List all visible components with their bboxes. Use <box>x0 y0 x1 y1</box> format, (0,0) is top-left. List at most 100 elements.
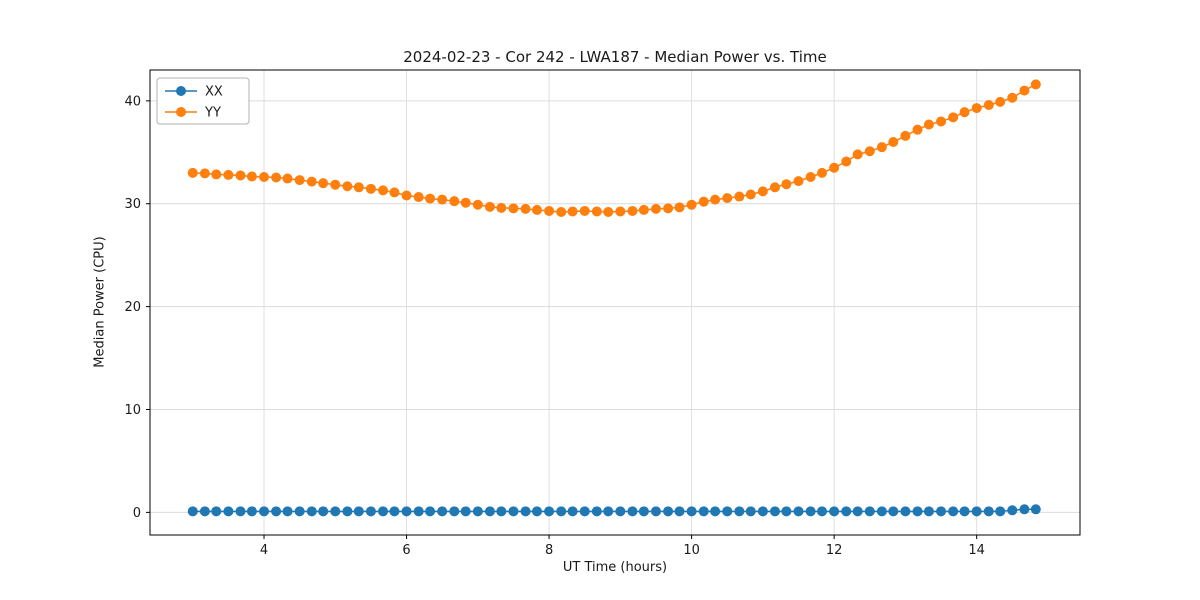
series-marker-XX <box>556 506 567 517</box>
series-marker-XX <box>698 506 709 517</box>
series-marker-YY <box>912 124 923 135</box>
series-marker-YY <box>948 112 959 123</box>
series-marker-XX <box>817 506 828 517</box>
series-marker-YY <box>567 206 578 217</box>
series-marker-XX <box>923 506 934 517</box>
series-marker-XX <box>674 506 685 517</box>
series-marker-XX <box>591 506 602 517</box>
series-marker-YY <box>686 199 697 210</box>
series-marker-XX <box>460 506 471 517</box>
series-marker-XX <box>531 506 542 517</box>
series-marker-XX <box>663 506 674 517</box>
series-marker-XX <box>579 506 590 517</box>
series-marker-XX <box>650 506 661 517</box>
series-marker-YY <box>496 202 507 213</box>
series-marker-XX <box>638 506 649 517</box>
series-marker-XX <box>900 506 911 517</box>
series-marker-XX <box>342 506 353 517</box>
legend-marker-XX <box>176 86 186 96</box>
series-marker-XX <box>959 506 970 517</box>
series-marker-XX <box>757 506 768 517</box>
series-marker-XX <box>995 506 1006 517</box>
x-tick-label: 8 <box>545 543 553 558</box>
series-marker-YY <box>1030 79 1041 90</box>
series-marker-YY <box>757 186 768 197</box>
series-marker-XX <box>520 506 531 517</box>
series-marker-YY <box>959 107 970 118</box>
series-marker-YY <box>627 205 638 216</box>
series-marker-XX <box>710 506 721 517</box>
series-marker-XX <box>246 506 257 517</box>
series-line-YY <box>192 83 1037 213</box>
y-tick-label: 10 <box>124 403 141 418</box>
series-marker-YY <box>876 142 887 153</box>
series-marker-YY <box>389 187 400 198</box>
series-marker-YY <box>745 189 756 200</box>
series-marker-XX <box>627 506 638 517</box>
series-marker-XX <box>686 506 697 517</box>
series-marker-XX <box>864 506 875 517</box>
chart-title: 2024-02-23 - Cor 242 - LWA187 - Median P… <box>403 48 827 66</box>
series-marker-XX <box>544 506 555 517</box>
series-marker-YY <box>781 179 792 190</box>
y-tick-label: 20 <box>124 300 141 315</box>
series-marker-YY <box>318 178 329 189</box>
series-marker-XX <box>852 506 863 517</box>
y-tick-label: 40 <box>124 94 141 109</box>
x-tick-label: 6 <box>402 543 410 558</box>
axes-frame <box>149 69 1081 536</box>
series-marker-XX <box>876 506 887 517</box>
x-tick-label: 4 <box>260 543 268 558</box>
series-marker-YY <box>864 146 875 157</box>
legend-label-XX: XX <box>205 85 223 100</box>
series-marker-YY <box>484 201 495 212</box>
series-marker-YY <box>793 176 804 187</box>
series-marker-YY <box>734 191 745 202</box>
series-marker-XX <box>199 506 210 517</box>
series-marker-YY <box>841 156 852 167</box>
series-marker-YY <box>995 96 1006 107</box>
series-marker-YY <box>199 168 210 179</box>
series-marker-YY <box>722 193 733 204</box>
series-marker-YY <box>306 176 317 187</box>
series-marker-YY <box>353 182 364 193</box>
series-marker-XX <box>449 506 460 517</box>
series-marker-YY <box>1007 92 1018 103</box>
legend-label-YY: YY <box>204 106 221 121</box>
series-marker-YY <box>365 183 376 194</box>
series-marker-XX <box>983 506 994 517</box>
series-marker-YY <box>187 167 198 178</box>
series-marker-XX <box>936 506 947 517</box>
series-marker-YY <box>710 194 721 205</box>
series-marker-YY <box>817 167 828 178</box>
series-marker-XX <box>912 506 923 517</box>
series-marker-XX <box>1030 504 1041 515</box>
series-marker-XX <box>437 506 448 517</box>
series-marker-XX <box>829 506 840 517</box>
series-marker-XX <box>413 506 424 517</box>
series-marker-YY <box>650 203 661 214</box>
series-marker-YY <box>983 99 994 110</box>
series-marker-YY <box>508 203 519 214</box>
series-marker-XX <box>378 506 389 517</box>
series-marker-XX <box>745 506 756 517</box>
legend-box <box>156 77 250 125</box>
series-marker-XX <box>271 506 282 517</box>
series-marker-YY <box>449 196 460 207</box>
series-marker-XX <box>769 506 780 517</box>
series-marker-XX <box>734 506 745 517</box>
series-marker-XX <box>365 506 376 517</box>
series-marker-XX <box>1007 505 1018 516</box>
series-marker-YY <box>520 203 531 214</box>
series-marker-YY <box>378 185 389 196</box>
series-marker-YY <box>294 175 305 186</box>
series-marker-YY <box>591 206 602 217</box>
series-marker-YY <box>888 137 899 148</box>
series-marker-YY <box>936 116 947 127</box>
series-marker-XX <box>971 506 982 517</box>
series-marker-YY <box>615 206 626 217</box>
series-marker-XX <box>496 506 507 517</box>
series-marker-XX <box>603 506 614 517</box>
series-marker-YY <box>923 119 934 130</box>
